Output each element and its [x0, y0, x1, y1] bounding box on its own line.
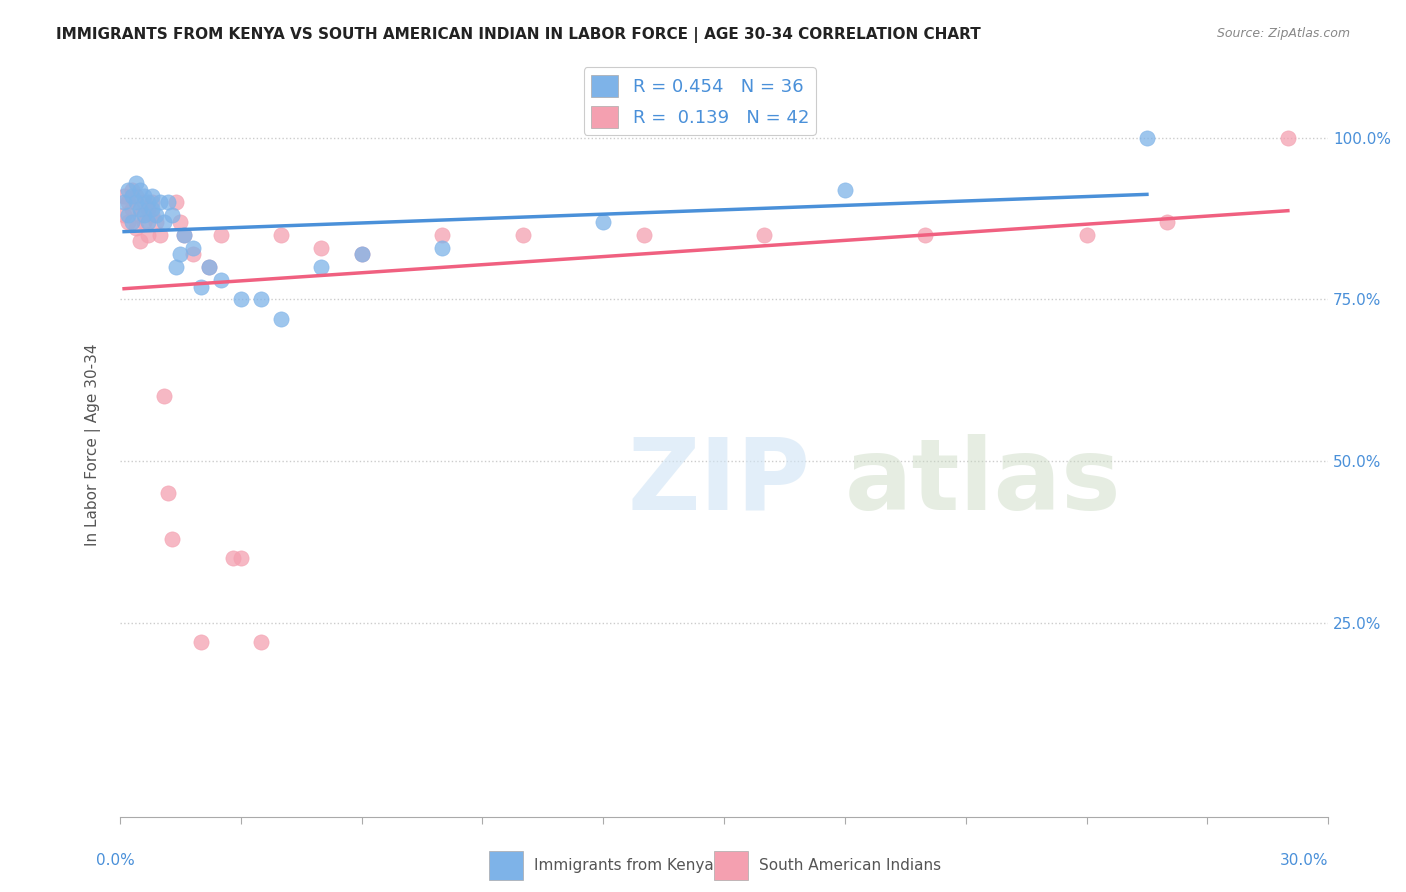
Point: [1277, 131, 1299, 145]
FancyBboxPatch shape: [489, 851, 523, 880]
Point: [153, 215, 176, 229]
Text: 0.0%: 0.0%: [96, 854, 135, 868]
Point: [136, 202, 159, 216]
Point: [165, 195, 187, 210]
Point: [162, 209, 184, 223]
FancyBboxPatch shape: [714, 851, 748, 880]
Point: [834, 183, 856, 197]
Point: [197, 260, 219, 274]
Point: [162, 532, 184, 546]
Y-axis label: In Labor Force | Age 30-34: In Labor Force | Age 30-34: [86, 343, 101, 546]
Point: [112, 189, 135, 203]
Point: [173, 227, 195, 242]
Text: atlas: atlas: [845, 434, 1122, 531]
Point: [129, 234, 152, 248]
Point: [592, 215, 614, 229]
Point: [117, 183, 139, 197]
Point: [190, 279, 212, 293]
Point: [145, 209, 167, 223]
Point: [125, 195, 148, 210]
Point: [190, 635, 212, 649]
Point: [197, 260, 219, 274]
Text: South American Indians: South American Indians: [759, 858, 942, 872]
Point: [136, 195, 159, 210]
Point: [229, 551, 252, 566]
Point: [141, 189, 163, 203]
Point: [129, 183, 152, 197]
Point: [209, 227, 232, 242]
Point: [125, 221, 148, 235]
Point: [141, 209, 163, 223]
Point: [222, 551, 245, 566]
Point: [229, 293, 252, 307]
Text: 30.0%: 30.0%: [1281, 854, 1329, 868]
Point: [350, 247, 373, 261]
Point: [141, 195, 163, 210]
Point: [136, 227, 159, 242]
Point: [169, 215, 191, 229]
Point: [1156, 215, 1178, 229]
Text: Source: ZipAtlas.com: Source: ZipAtlas.com: [1216, 27, 1350, 40]
Point: [169, 247, 191, 261]
Point: [250, 293, 273, 307]
Point: [153, 389, 176, 403]
Point: [157, 195, 180, 210]
Point: [512, 227, 534, 242]
Point: [125, 176, 148, 190]
Point: [270, 227, 292, 242]
Point: [149, 195, 172, 210]
Point: [1136, 131, 1159, 145]
Point: [117, 195, 139, 210]
Point: [117, 209, 139, 223]
Point: [112, 209, 135, 223]
Point: [141, 202, 163, 216]
Point: [432, 227, 454, 242]
Point: [270, 311, 292, 326]
Point: [1076, 227, 1098, 242]
Point: [165, 260, 187, 274]
Point: [432, 241, 454, 255]
Point: [157, 486, 180, 500]
Point: [181, 247, 204, 261]
Point: [311, 241, 333, 255]
Point: [112, 195, 135, 210]
Text: Immigrants from Kenya: Immigrants from Kenya: [534, 858, 714, 872]
Point: [134, 215, 156, 229]
Point: [129, 202, 152, 216]
Point: [121, 215, 143, 229]
Point: [145, 215, 167, 229]
Point: [181, 241, 204, 255]
Point: [121, 202, 143, 216]
Point: [633, 227, 655, 242]
Point: [117, 215, 139, 229]
Point: [121, 189, 143, 203]
Text: IMMIGRANTS FROM KENYA VS SOUTH AMERICAN INDIAN IN LABOR FORCE | AGE 30-34 CORREL: IMMIGRANTS FROM KENYA VS SOUTH AMERICAN …: [56, 27, 981, 43]
Text: ZIP: ZIP: [627, 434, 810, 531]
Point: [149, 227, 172, 242]
Point: [134, 195, 156, 210]
Point: [121, 183, 143, 197]
Point: [129, 209, 152, 223]
Point: [754, 227, 776, 242]
Point: [136, 215, 159, 229]
Point: [311, 260, 333, 274]
Point: [134, 209, 156, 223]
Point: [134, 189, 156, 203]
Point: [125, 189, 148, 203]
Point: [209, 273, 232, 287]
Point: [914, 227, 936, 242]
Point: [250, 635, 273, 649]
Legend: R = 0.454   N = 36, R =  0.139   N = 42: R = 0.454 N = 36, R = 0.139 N = 42: [583, 68, 815, 135]
Point: [350, 247, 373, 261]
Point: [173, 227, 195, 242]
